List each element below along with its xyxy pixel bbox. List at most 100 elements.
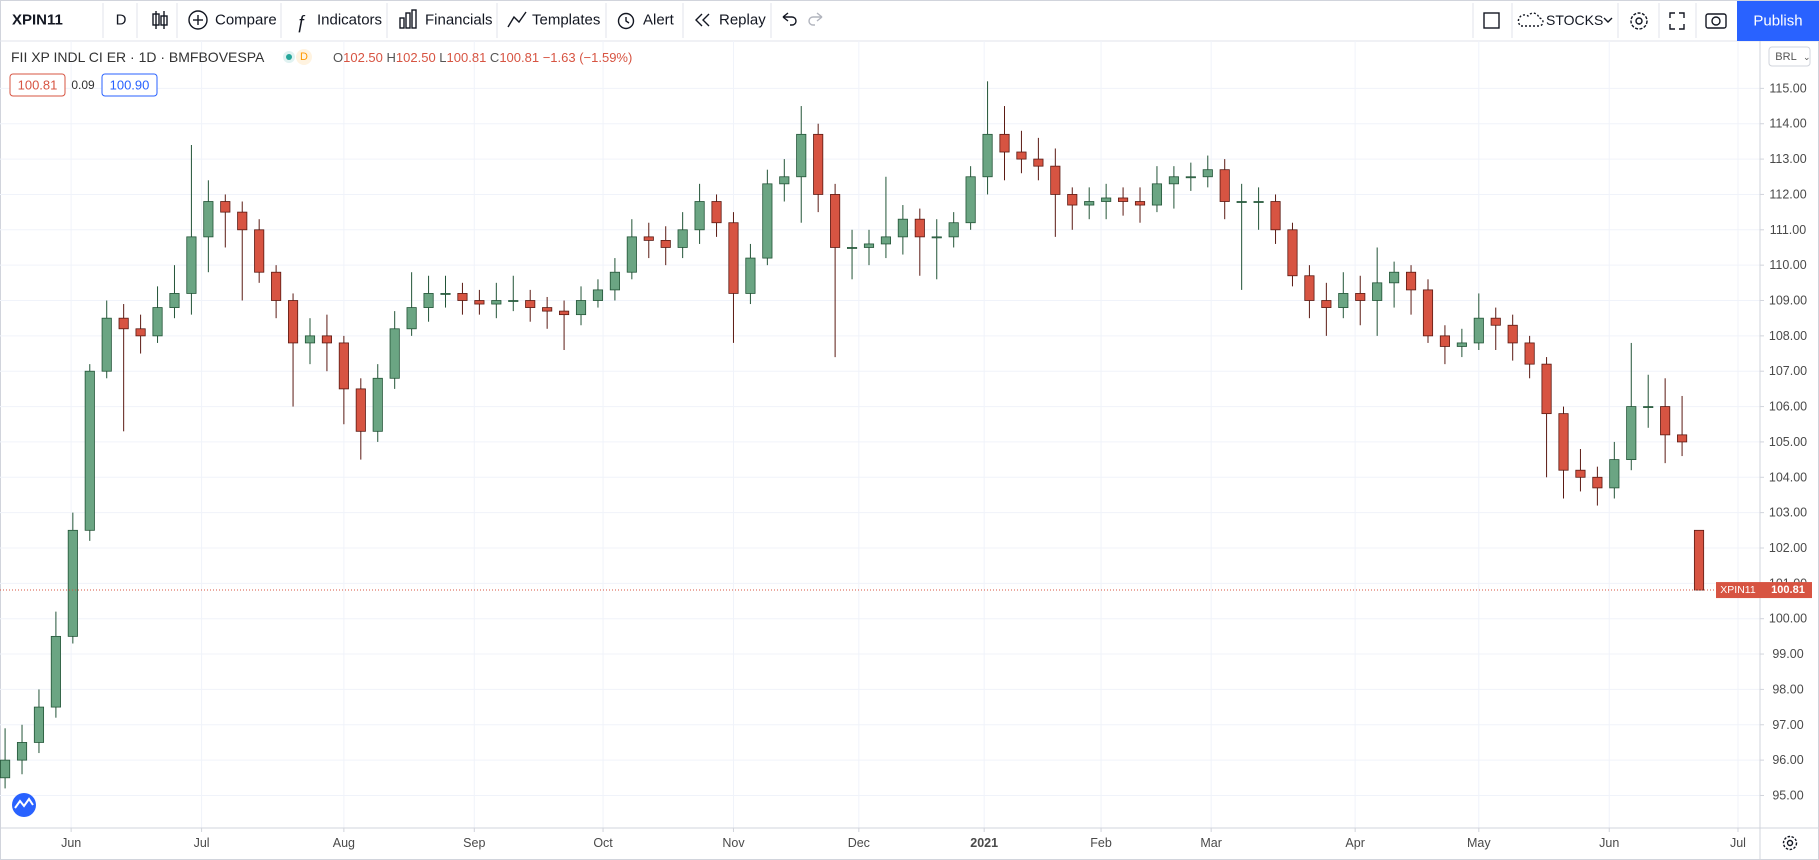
candle-body — [423, 293, 434, 308]
candle-body — [796, 133, 807, 178]
candle-body — [118, 317, 129, 330]
x-tick-label: Dec — [848, 836, 870, 850]
spread: 0.09 — [71, 78, 95, 92]
interval-button[interactable]: D — [116, 12, 127, 29]
candle-body — [525, 300, 536, 308]
candle-body — [1507, 324, 1518, 344]
candle-body — [355, 388, 366, 432]
redo-button[interactable] — [808, 12, 823, 26]
x-tick-label: Nov — [722, 836, 745, 850]
layout-button[interactable] — [1483, 12, 1500, 29]
candle-body — [1677, 434, 1688, 443]
change-value: −1.63 (−1.59%) — [543, 50, 633, 65]
candle-body — [0, 759, 11, 779]
high-label: H — [387, 50, 396, 65]
x-tick-label: Oct — [593, 836, 613, 850]
chart-style-button[interactable] — [152, 11, 168, 29]
close-value: 100.81 — [499, 50, 539, 65]
alert-button[interactable]: Alert — [643, 12, 675, 29]
currency-label[interactable]: BRL — [1775, 51, 1796, 63]
candle-body — [626, 236, 637, 273]
y-tick-label: 111.00 — [1770, 223, 1806, 237]
candle-body — [1473, 317, 1484, 344]
low-value: 100.81 — [447, 50, 487, 65]
ask-box[interactable] — [101, 73, 158, 97]
candle-body — [474, 300, 485, 305]
candle-body — [1151, 183, 1163, 206]
templates-button[interactable]: Templates — [532, 12, 600, 29]
candle-body — [1643, 406, 1654, 408]
candle-body — [440, 293, 451, 295]
candle-body — [559, 310, 570, 316]
candle-body — [542, 307, 553, 312]
candle-body — [1016, 151, 1027, 160]
dropdown-caret[interactable] — [1603, 17, 1613, 23]
candle-body — [1185, 176, 1196, 179]
ask-price[interactable]: 100.90 — [110, 78, 150, 93]
candle-body — [50, 635, 61, 708]
candle-body — [779, 176, 790, 185]
candle-body — [660, 240, 671, 248]
candle-body — [813, 133, 824, 195]
fullscreen-button[interactable] — [1669, 12, 1685, 30]
candle-body — [304, 335, 316, 344]
candle-body — [1456, 342, 1467, 347]
publish-button[interactable] — [1737, 1, 1819, 41]
candle-body — [67, 529, 78, 637]
candle-body — [1422, 289, 1434, 337]
candle-body — [1524, 342, 1535, 365]
compare-icon — [188, 10, 208, 30]
candle-body — [1321, 300, 1332, 308]
snapshot-button[interactable] — [1705, 13, 1727, 29]
series-title: FII XP INDL CI ER · 1D · BMFBOVESPA — [11, 49, 265, 65]
candle-body — [1134, 201, 1146, 206]
candle-body — [1168, 176, 1179, 185]
publish-label[interactable]: Publish — [1753, 13, 1802, 30]
bid-price[interactable]: 100.81 — [18, 78, 58, 93]
logo-mark — [14, 797, 34, 809]
candle-body — [880, 236, 891, 245]
candle-body — [203, 201, 214, 238]
symbol-button[interactable]: XPIN11 — [12, 12, 63, 29]
high-value: 102.50 — [396, 50, 436, 65]
currency-button[interactable] — [1768, 46, 1811, 67]
y-tick-label: 106.00 — [1769, 400, 1807, 414]
watchlist-button[interactable]: STOCKS — [1546, 12, 1603, 28]
candle-body — [1693, 529, 1705, 591]
candle-body — [508, 300, 519, 302]
x-tick-label: May — [1467, 836, 1491, 850]
candle-body — [1253, 201, 1264, 203]
candle-body — [643, 236, 654, 241]
last-price-symbol: XPIN11 — [1720, 584, 1756, 596]
candle-body — [287, 300, 299, 344]
candle-body — [999, 133, 1010, 153]
candle-body — [1389, 271, 1400, 284]
candle-body — [1405, 271, 1417, 291]
candle-body — [186, 236, 197, 294]
x-tick-label: Jun — [1599, 836, 1619, 850]
bid-box[interactable] — [9, 73, 66, 97]
y-tick-label: 110.00 — [1769, 258, 1806, 272]
candle-body — [1202, 169, 1213, 178]
candle-body — [1439, 335, 1450, 347]
candle-body — [1609, 459, 1620, 489]
settings-button[interactable] — [1630, 12, 1648, 30]
candle-body — [1033, 158, 1044, 167]
replay-icon — [695, 13, 710, 27]
indicators-button[interactable]: Indicators — [317, 12, 382, 29]
candle-body — [1219, 169, 1230, 202]
currency-caret[interactable]: ⌄ — [1803, 52, 1811, 62]
undo-button[interactable] — [782, 12, 797, 26]
candle-body — [84, 370, 95, 531]
candle-body — [575, 300, 587, 316]
replay-button[interactable]: Replay — [719, 12, 766, 29]
candle-body — [101, 317, 112, 372]
candle-body — [220, 201, 231, 213]
financials-button[interactable]: Financials — [425, 12, 493, 29]
y-tick-label: 95.00 — [1772, 788, 1803, 802]
x-tick-label: Jun — [61, 836, 81, 850]
candle-body — [609, 271, 620, 291]
x-tick-label: Feb — [1090, 836, 1112, 850]
axis-settings-button[interactable] — [1782, 835, 1798, 851]
compare-button[interactable]: Compare — [215, 12, 277, 29]
